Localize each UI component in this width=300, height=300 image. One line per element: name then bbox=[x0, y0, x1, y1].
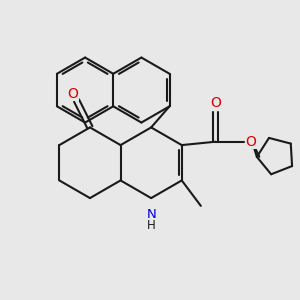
Text: O: O bbox=[67, 87, 78, 101]
Text: O: O bbox=[210, 96, 221, 110]
Text: O: O bbox=[246, 135, 256, 149]
Text: H: H bbox=[147, 219, 155, 232]
Text: N: N bbox=[146, 208, 156, 221]
